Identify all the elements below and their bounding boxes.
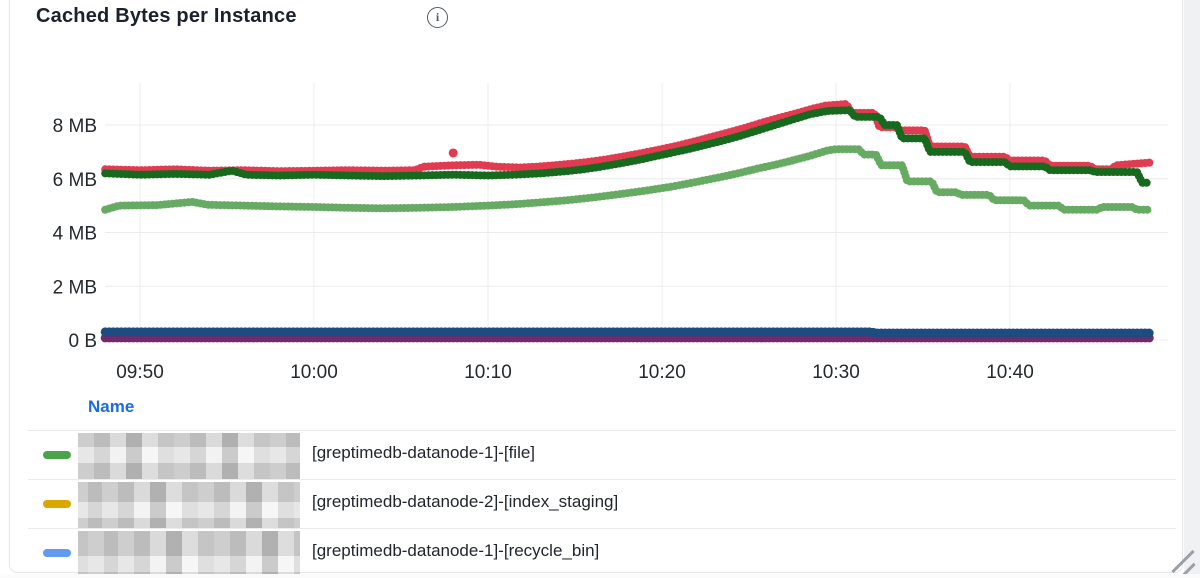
redacted-text-block <box>78 531 300 578</box>
svg-text:10:20: 10:20 <box>638 362 686 383</box>
legend-separator <box>28 430 1176 431</box>
page-background <box>0 574 1200 578</box>
svg-text:8 MB: 8 MB <box>53 116 97 137</box>
svg-text:6 MB: 6 MB <box>53 170 97 191</box>
legend-column-name[interactable]: Name <box>88 397 135 416</box>
cached-bytes-chart[interactable]: 0 B 2 MB 4 MB 6 MB 8 MB 09:50 10:00 10:10 10:20 1… <box>0 0 1200 395</box>
redacted-text-block <box>78 482 300 528</box>
redacted-text-block <box>78 433 300 479</box>
svg-text:2 MB: 2 MB <box>53 277 97 298</box>
page-background <box>1184 0 1200 578</box>
legend-row-label[interactable]: [greptimedb-datanode-2]-[index_staging] <box>312 492 619 511</box>
svg-text:10:30: 10:30 <box>812 362 860 383</box>
legend-table: Name [greptimedb-datanode-1]-[file] [gre… <box>10 390 1182 573</box>
info-icon[interactable]: i <box>427 7 448 28</box>
legend-row-label[interactable]: [greptimedb-datanode-1]-[file] <box>312 443 536 462</box>
legend-row-recycle-bin[interactable]: [greptimedb-datanode-1]-[recycle_bin] <box>10 529 1182 573</box>
svg-text:4 MB: 4 MB <box>53 224 97 245</box>
svg-text:0 B: 0 B <box>68 331 97 352</box>
svg-text:10:40: 10:40 <box>986 362 1034 383</box>
svg-text:10:00: 10:00 <box>290 362 338 383</box>
legend-separator <box>28 479 1176 480</box>
svg-text:09:50: 09:50 <box>116 362 164 383</box>
series-color-marker[interactable] <box>43 451 71 459</box>
legend-row-index-staging[interactable]: [greptimedb-datanode-2]-[index_staging] <box>10 480 1182 528</box>
panel-title: Cached Bytes per Instance <box>36 5 297 27</box>
legend-separator <box>28 528 1176 529</box>
svg-text:10:10: 10:10 <box>464 362 512 383</box>
legend-row-file[interactable]: [greptimedb-datanode-1]-[file] <box>10 431 1182 479</box>
legend-row-label[interactable]: [greptimedb-datanode-1]-[recycle_bin] <box>312 541 600 560</box>
series-color-marker[interactable] <box>43 549 71 557</box>
series-color-marker[interactable] <box>43 500 71 508</box>
panel-resize-handle[interactable] <box>1168 544 1198 574</box>
